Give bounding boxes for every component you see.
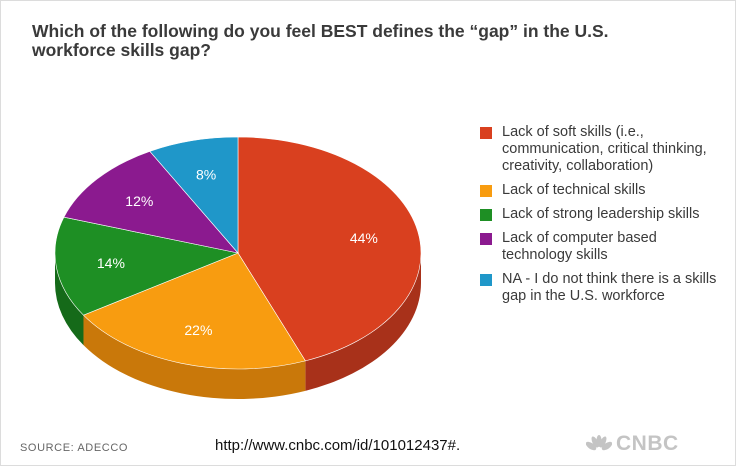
pie-side-lack-of-strong-leadership-skills <box>54 253 84 346</box>
cnbc-logo: CNBC <box>586 432 679 456</box>
slice-value-label: 22% <box>184 322 212 338</box>
chart-legend: Lack of soft skills (i.e., communication… <box>480 124 730 312</box>
pie-side-lack-of-soft-skills-i-e-communication-cr <box>305 253 421 391</box>
slice-value-label: 44% <box>350 230 378 246</box>
slice-value-label: 8% <box>196 166 216 182</box>
pie-slices <box>54 136 422 370</box>
legend-swatch <box>480 274 492 286</box>
pie-labels: 44% 22% 14% 12% 8% <box>97 166 378 338</box>
slice-value-label: 14% <box>97 255 125 271</box>
legend-item-na-i-do-not-think-there-is-a-skills-gap-: NA - I do not think there is a skills ga… <box>480 271 730 305</box>
pie-sides <box>54 253 421 399</box>
legend-swatch <box>480 209 492 221</box>
chart-title: Which of the following do you feel BEST … <box>32 21 609 60</box>
peacock-icon <box>586 435 612 451</box>
legend-swatch <box>480 127 492 139</box>
pie-slice-lack-of-computer-based-technology-skills <box>63 150 239 254</box>
legend-item-lack-of-soft-skills-i-e-communication-cr: Lack of soft skills (i.e., communication… <box>480 124 730 175</box>
source-note: SOURCE: ADECCO <box>20 442 129 454</box>
pie-slice-lack-of-soft-skills-i-e-communication-cr <box>237 136 422 362</box>
legend-item-lack-of-computer-based-technology-skills: Lack of computer based technology skills <box>480 230 730 264</box>
legend-label: NA - I do not think there is a skills ga… <box>502 271 717 304</box>
legend-label: Lack of computer based technology skills <box>502 230 657 263</box>
pie-slice-na-i-do-not-think-there-is-a-skills-gap- <box>149 136 239 254</box>
pie-slice-lack-of-technical-skills <box>82 252 306 370</box>
source-url: http://www.cnbc.com/id/101012437#. <box>215 437 461 454</box>
legend-item-lack-of-technical-skills: Lack of technical skills <box>480 182 730 199</box>
pie-slice-lack-of-strong-leadership-skills <box>54 216 240 316</box>
slice-value-label: 12% <box>125 193 153 209</box>
legend-swatch <box>480 233 492 245</box>
logo-text: CNBC <box>616 432 679 455</box>
legend-label: Lack of soft skills (i.e., communication… <box>502 124 707 174</box>
legend-swatch <box>480 185 492 197</box>
legend-item-lack-of-strong-leadership-skills: Lack of strong leadership skills <box>480 206 730 223</box>
legend-label: Lack of technical skills <box>502 182 646 198</box>
pie-side-lack-of-technical-skills <box>83 315 306 399</box>
legend-label: Lack of strong leadership skills <box>502 206 700 222</box>
